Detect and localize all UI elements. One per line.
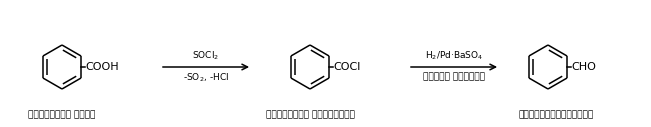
Text: -SO$_2$, -HCl: -SO$_2$, -HCl: [183, 72, 229, 84]
Text: उबलती जाइलीन: उबलती जाइलीन: [423, 72, 485, 81]
Text: SOCl$_2$: SOCl$_2$: [193, 50, 219, 62]
Text: H$_2$/Pd·BaSO$_4$: H$_2$/Pd·BaSO$_4$: [425, 50, 483, 62]
Text: बेन्जैल्डिहाइड: बेन्जैल्डिहाइड: [518, 110, 594, 119]
Text: COOH: COOH: [85, 62, 118, 72]
Text: CHO: CHO: [571, 62, 596, 72]
Text: बेन्जोइल क्लोराइड: बेन्जोइल क्लोराइड: [266, 110, 354, 119]
Text: बेन्जोइक अम्ल: बेन्जोइक अम्ल: [28, 110, 96, 119]
Text: COCl: COCl: [333, 62, 361, 72]
